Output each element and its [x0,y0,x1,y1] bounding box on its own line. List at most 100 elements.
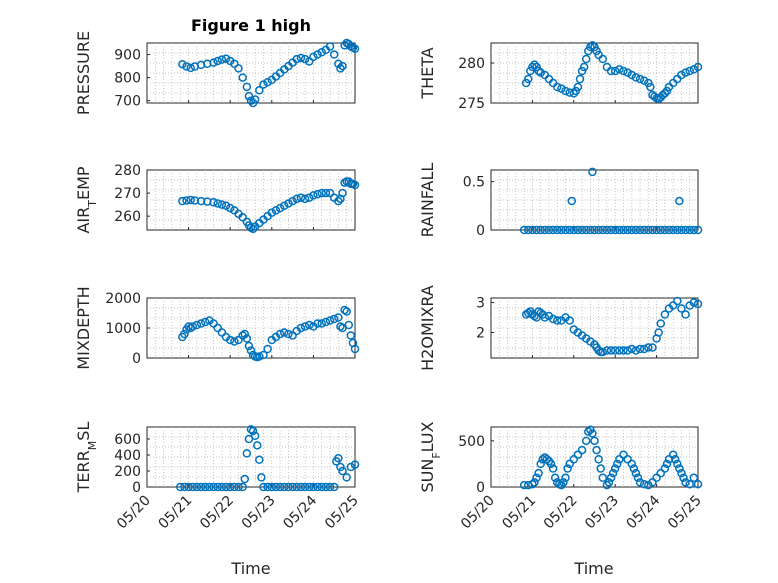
data-point [639,76,649,85]
data-point [662,459,672,469]
y-axis-label-theta: THETA [418,47,437,99]
data-point [240,329,250,339]
data-point [280,201,289,211]
data-point [610,66,620,76]
data-point [573,450,583,459]
grid-lines [491,43,698,103]
data-point [317,319,326,328]
data-point [673,459,682,469]
data-point [532,225,541,235]
data-point [284,199,293,208]
data-point [288,331,297,340]
data-point [563,464,572,473]
data-point [234,64,243,73]
data-point [338,61,347,71]
data-point [217,328,227,337]
data-point [668,450,678,459]
data-point [606,225,616,235]
data-point [685,66,694,76]
data-point [244,91,254,101]
data-point [598,225,608,235]
data-point [532,473,541,483]
data-point [534,468,543,478]
data-point [629,464,639,473]
data-point [581,54,591,64]
data-point [615,455,624,464]
data-point [192,482,202,492]
data-point [336,322,345,331]
data-point [300,482,310,492]
data-point [300,322,310,331]
data-point [350,460,360,469]
axes-frame [490,297,699,359]
data-point [610,464,620,473]
subplot-mixdepth: 0 1000 2000 MIXDEPTH [74,286,360,370]
data-point [602,346,612,355]
data-point [321,482,331,492]
data-point [656,319,665,328]
subplot-h2omixra: 2 3 H2OMIXRA [418,285,703,371]
data-point [288,482,297,492]
data-point [573,225,583,235]
data-point [693,479,703,489]
data-point [296,193,306,202]
y-tick-label: 800 [114,71,141,87]
y-tick-label: 0 [476,480,485,496]
data-point [689,298,699,307]
data-point [602,225,612,235]
subplot-theta: 275 280 THETA [418,41,703,112]
data-point [267,208,277,217]
data-point [594,225,603,235]
y-tick-label: 0 [132,480,141,496]
data-point [313,319,322,328]
data-point [225,335,235,345]
data-point [309,191,318,200]
data-point [552,82,562,92]
data-point [590,436,599,446]
grid-lines [147,170,355,230]
data-point [544,225,554,235]
data-point [670,455,680,464]
data-point [677,304,686,313]
data-point [329,314,339,324]
data-point [557,225,566,235]
data-point [565,459,574,469]
data-point [317,482,326,492]
x-tick-label: 05/24 [624,492,664,532]
data-point [588,429,597,438]
data-point [334,59,343,69]
data-point [660,464,670,473]
data-point [519,225,529,235]
data-point [619,346,628,355]
data-point [275,203,285,213]
data-point [200,317,210,327]
data-point [594,346,603,355]
data-point [342,473,351,482]
data-point [192,320,202,330]
data-point [196,319,206,328]
data-point [606,66,616,76]
y-tick-label: 280 [458,56,485,72]
data-point [660,225,670,235]
data-point [652,473,661,483]
data-point [284,482,293,492]
data-point [238,73,247,82]
data-point [263,482,272,492]
data-point [280,328,289,337]
y-tick-label: 260 [114,209,141,225]
data-point [681,225,690,235]
data-point [309,482,318,492]
data-point [664,225,674,235]
y-axis-label-pressure: PRESSURE [74,31,93,115]
data-point [604,478,614,487]
data-point [304,482,314,492]
x-tick-label: 05/21 [499,493,539,533]
data-point [668,225,678,235]
data-point [296,53,306,63]
data-point [184,482,193,492]
data-point [221,482,231,492]
y-axis-label-rainfall: RAINFALL [418,163,437,238]
data-point [238,482,247,492]
data-point [196,482,206,492]
data-point [248,426,258,436]
